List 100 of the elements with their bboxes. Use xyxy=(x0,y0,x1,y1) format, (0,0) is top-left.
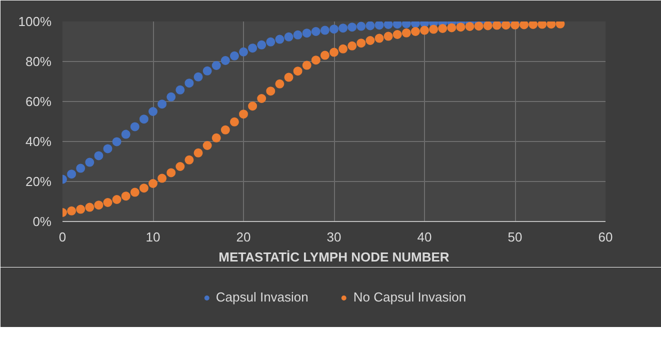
point xyxy=(330,24,338,34)
x-tick-label: 10 xyxy=(146,230,160,244)
point xyxy=(202,66,212,76)
point xyxy=(76,204,86,214)
point xyxy=(474,22,484,31)
point xyxy=(230,51,239,60)
point xyxy=(76,164,86,173)
point xyxy=(311,56,320,65)
point xyxy=(85,202,94,212)
point xyxy=(510,22,520,30)
point xyxy=(194,72,203,82)
point xyxy=(194,148,203,158)
point xyxy=(257,40,266,50)
point xyxy=(402,28,411,38)
point xyxy=(528,22,538,29)
point xyxy=(392,22,402,29)
x-tick-label: 60 xyxy=(598,230,613,244)
point xyxy=(139,184,148,193)
point xyxy=(366,36,375,45)
point xyxy=(230,117,239,126)
point xyxy=(239,47,248,56)
x-tick-label: 0 xyxy=(58,230,66,244)
point xyxy=(220,125,230,134)
point xyxy=(121,192,130,201)
point xyxy=(366,22,375,30)
x-tick-label: 40 xyxy=(417,230,432,244)
point xyxy=(356,22,366,31)
point xyxy=(501,22,510,30)
x-tick-label: 20 xyxy=(236,230,251,244)
point xyxy=(248,102,258,111)
point xyxy=(293,30,302,40)
point xyxy=(103,144,112,154)
y-tick-label: 40% xyxy=(25,134,52,149)
legend-label: No Capsul Invasion xyxy=(353,290,466,304)
point xyxy=(67,170,76,179)
point xyxy=(447,23,456,32)
point xyxy=(275,34,284,44)
point xyxy=(176,162,185,171)
point xyxy=(348,41,357,50)
point xyxy=(275,79,284,88)
point xyxy=(384,22,393,29)
x-tick-label: 50 xyxy=(508,230,522,244)
point xyxy=(184,78,194,88)
point xyxy=(538,22,547,29)
point xyxy=(338,24,348,33)
point xyxy=(85,158,94,167)
point xyxy=(212,61,221,70)
point xyxy=(429,24,438,34)
point xyxy=(311,27,320,36)
y-tick-label: 100% xyxy=(18,14,52,29)
point xyxy=(166,168,176,178)
point xyxy=(356,38,366,48)
y-tick-label: 80% xyxy=(25,54,52,69)
point xyxy=(257,94,266,103)
point xyxy=(176,85,185,94)
point xyxy=(148,107,158,116)
point xyxy=(248,44,258,53)
point xyxy=(158,100,167,109)
point xyxy=(392,30,402,39)
point xyxy=(338,44,348,54)
point xyxy=(130,188,140,197)
point xyxy=(266,86,276,96)
point xyxy=(184,155,194,164)
point xyxy=(465,22,474,31)
point xyxy=(112,195,122,204)
point xyxy=(410,27,420,36)
point xyxy=(112,137,122,146)
point xyxy=(284,72,294,82)
point xyxy=(556,22,565,28)
point xyxy=(520,22,529,30)
point xyxy=(384,32,393,41)
point xyxy=(158,174,167,183)
point xyxy=(438,24,448,33)
point xyxy=(94,151,104,160)
point xyxy=(239,110,248,119)
point xyxy=(374,34,384,43)
point xyxy=(492,22,502,30)
y-tick-label: 60% xyxy=(25,94,52,109)
point xyxy=(103,198,112,207)
x-tick-label: 30 xyxy=(326,230,342,244)
point xyxy=(320,50,330,60)
point xyxy=(121,130,130,139)
point xyxy=(420,26,429,35)
y-tick-label: 0% xyxy=(32,214,52,229)
point xyxy=(302,60,312,70)
point xyxy=(202,141,212,150)
point xyxy=(402,22,411,28)
point xyxy=(284,32,294,42)
point xyxy=(139,114,148,124)
point xyxy=(293,66,302,76)
point xyxy=(302,28,312,38)
point xyxy=(94,200,104,210)
point xyxy=(148,179,158,188)
point xyxy=(220,56,230,65)
legend-label: Capsul Invasion xyxy=(216,290,308,304)
point xyxy=(456,22,466,32)
point xyxy=(546,22,556,29)
x-axis-title: METASTATİC LYMPH NODE NUMBER xyxy=(218,250,450,264)
point xyxy=(320,26,330,35)
point xyxy=(67,206,76,216)
